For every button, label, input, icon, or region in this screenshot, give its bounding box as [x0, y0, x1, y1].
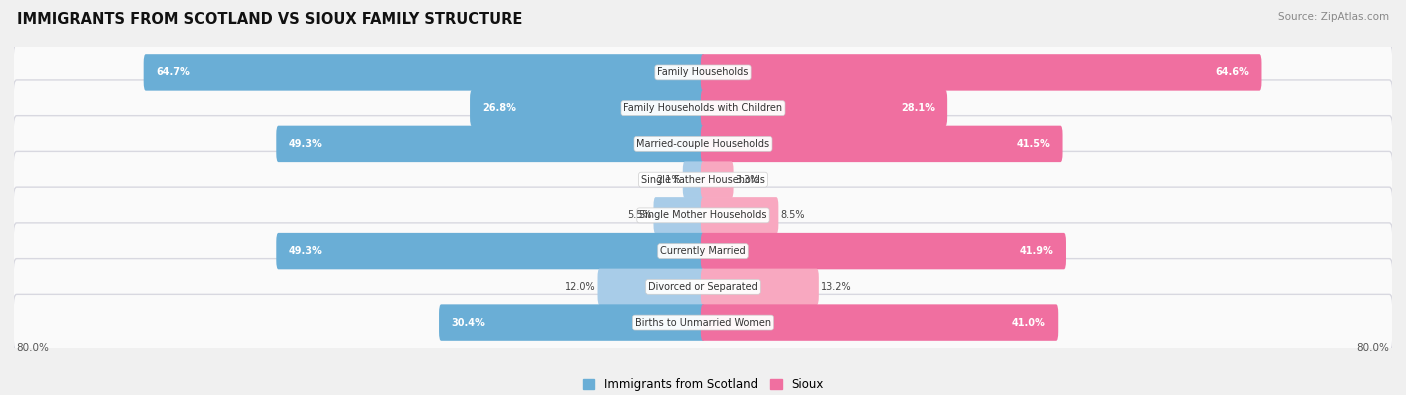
FancyBboxPatch shape — [700, 233, 1066, 269]
FancyBboxPatch shape — [700, 162, 734, 198]
FancyBboxPatch shape — [13, 44, 1393, 101]
FancyBboxPatch shape — [13, 187, 1393, 244]
FancyBboxPatch shape — [700, 269, 818, 305]
Text: 30.4%: 30.4% — [451, 318, 485, 327]
FancyBboxPatch shape — [13, 80, 1393, 136]
Text: 49.3%: 49.3% — [288, 246, 322, 256]
FancyBboxPatch shape — [13, 151, 1393, 208]
FancyBboxPatch shape — [143, 54, 706, 90]
Legend: Immigrants from Scotland, Sioux: Immigrants from Scotland, Sioux — [578, 373, 828, 395]
Text: Family Households: Family Households — [658, 68, 748, 77]
Text: 3.3%: 3.3% — [735, 175, 761, 184]
FancyBboxPatch shape — [700, 305, 1059, 341]
Text: 28.1%: 28.1% — [901, 103, 935, 113]
FancyBboxPatch shape — [654, 197, 706, 233]
Text: IMMIGRANTS FROM SCOTLAND VS SIOUX FAMILY STRUCTURE: IMMIGRANTS FROM SCOTLAND VS SIOUX FAMILY… — [17, 12, 522, 27]
Text: 26.8%: 26.8% — [482, 103, 516, 113]
Text: 80.0%: 80.0% — [1357, 342, 1389, 353]
Text: 2.1%: 2.1% — [657, 175, 681, 184]
Text: 41.5%: 41.5% — [1017, 139, 1050, 149]
Text: 49.3%: 49.3% — [288, 139, 322, 149]
Text: Family Households with Children: Family Households with Children — [623, 103, 783, 113]
Text: 64.6%: 64.6% — [1215, 68, 1249, 77]
Text: Currently Married: Currently Married — [661, 246, 745, 256]
Text: Source: ZipAtlas.com: Source: ZipAtlas.com — [1278, 12, 1389, 22]
Text: 12.0%: 12.0% — [565, 282, 595, 292]
Text: Single Mother Households: Single Mother Households — [640, 211, 766, 220]
Text: 13.2%: 13.2% — [821, 282, 852, 292]
FancyBboxPatch shape — [700, 126, 1063, 162]
FancyBboxPatch shape — [13, 294, 1393, 351]
Text: Single Father Households: Single Father Households — [641, 175, 765, 184]
Text: 8.5%: 8.5% — [780, 211, 806, 220]
Text: Married-couple Households: Married-couple Households — [637, 139, 769, 149]
FancyBboxPatch shape — [277, 126, 706, 162]
Text: Births to Unmarried Women: Births to Unmarried Women — [636, 318, 770, 327]
FancyBboxPatch shape — [683, 162, 706, 198]
Text: 5.5%: 5.5% — [627, 211, 651, 220]
FancyBboxPatch shape — [700, 54, 1261, 90]
FancyBboxPatch shape — [13, 259, 1393, 315]
FancyBboxPatch shape — [277, 233, 706, 269]
FancyBboxPatch shape — [13, 223, 1393, 279]
FancyBboxPatch shape — [470, 90, 706, 126]
Text: 64.7%: 64.7% — [156, 68, 190, 77]
FancyBboxPatch shape — [439, 305, 706, 341]
FancyBboxPatch shape — [598, 269, 706, 305]
FancyBboxPatch shape — [13, 116, 1393, 172]
Text: 80.0%: 80.0% — [17, 342, 49, 353]
FancyBboxPatch shape — [700, 197, 779, 233]
Text: Divorced or Separated: Divorced or Separated — [648, 282, 758, 292]
Text: 41.0%: 41.0% — [1012, 318, 1046, 327]
Text: 41.9%: 41.9% — [1019, 246, 1053, 256]
FancyBboxPatch shape — [700, 90, 948, 126]
